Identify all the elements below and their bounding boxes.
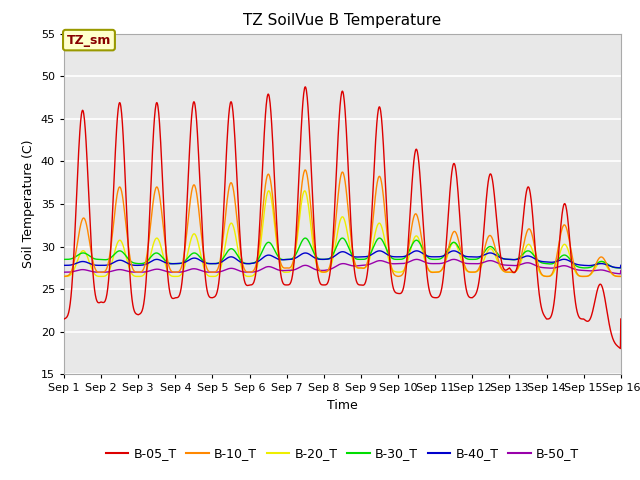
Title: TZ SoilVue B Temperature: TZ SoilVue B Temperature <box>243 13 442 28</box>
Y-axis label: Soil Temperature (C): Soil Temperature (C) <box>22 140 35 268</box>
Text: TZ_sm: TZ_sm <box>67 34 111 47</box>
X-axis label: Time: Time <box>327 399 358 412</box>
Legend: B-05_T, B-10_T, B-20_T, B-30_T, B-40_T, B-50_T: B-05_T, B-10_T, B-20_T, B-30_T, B-40_T, … <box>100 442 584 465</box>
